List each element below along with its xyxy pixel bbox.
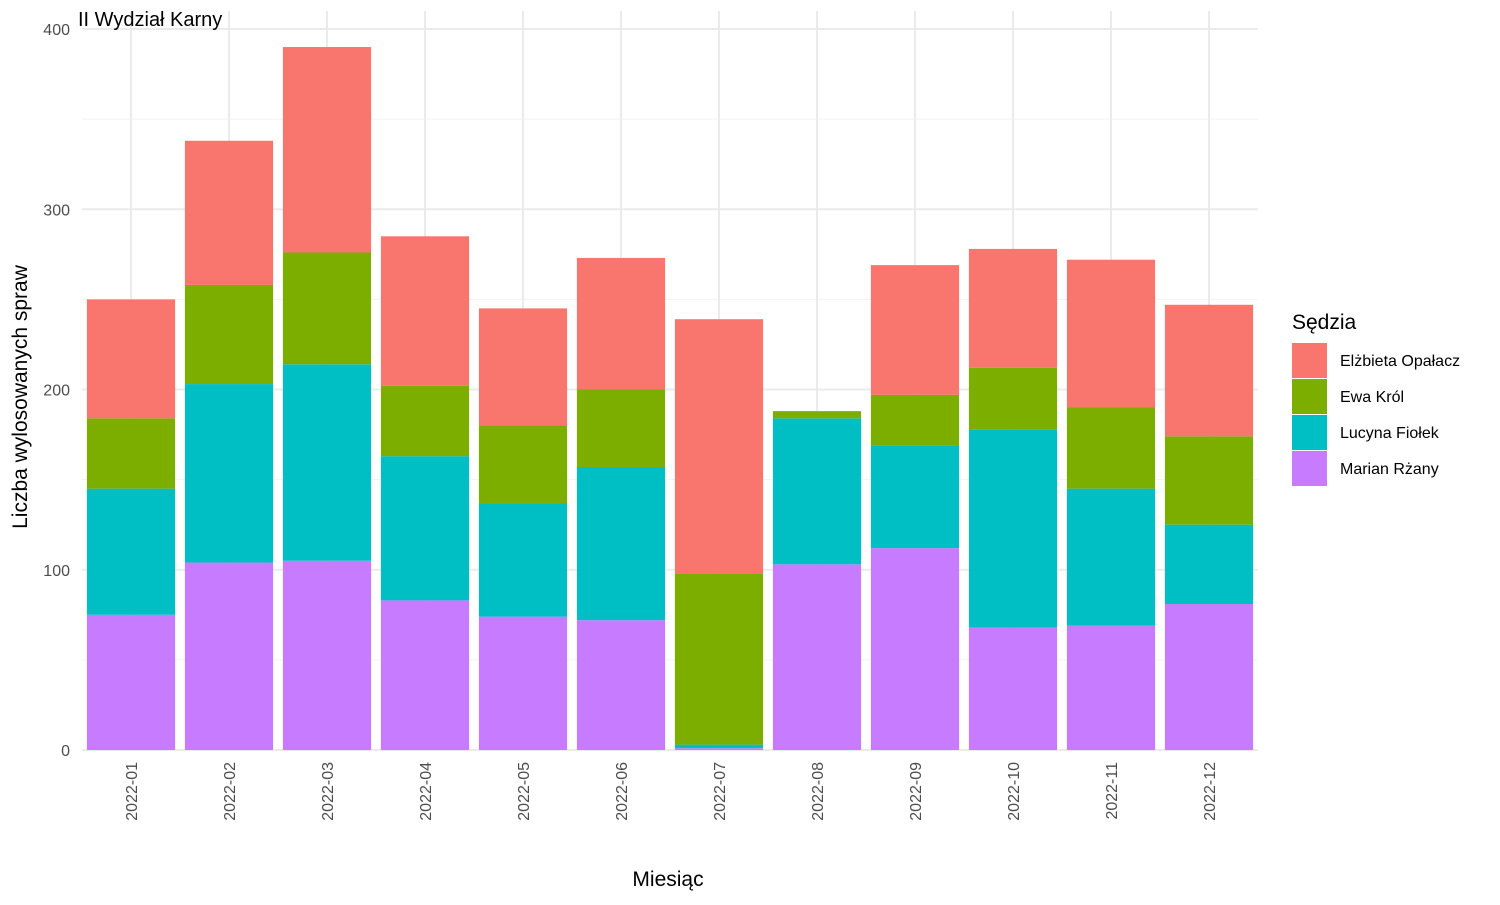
bar-segment bbox=[380, 456, 470, 601]
y-tick-label: 100 bbox=[43, 563, 70, 580]
x-tick-label: 2022-02 bbox=[222, 762, 239, 821]
x-tick-label: 2022-06 bbox=[614, 762, 631, 821]
bar-segment bbox=[86, 488, 176, 615]
bar-segment bbox=[380, 385, 470, 457]
bar-segment bbox=[1164, 524, 1254, 604]
x-tick-label: 2022-03 bbox=[320, 762, 337, 821]
bar-segment bbox=[576, 620, 666, 750]
x-tick-label: 2022-07 bbox=[712, 762, 729, 821]
bar-segment bbox=[86, 418, 176, 489]
bar-segment bbox=[968, 367, 1058, 430]
x-tick-label: 2022-11 bbox=[1104, 762, 1121, 820]
bar-segment bbox=[1066, 488, 1156, 626]
bar-segment bbox=[1066, 625, 1156, 750]
legend-label: Marian Rżany bbox=[1340, 461, 1439, 478]
y-tick-label: 300 bbox=[43, 202, 70, 219]
bar-segment bbox=[478, 616, 568, 750]
legend-swatch bbox=[1292, 451, 1327, 486]
bar-segment bbox=[576, 257, 666, 390]
x-tick-label: 2022-04 bbox=[418, 762, 435, 821]
bar-segment bbox=[1164, 304, 1254, 437]
legend-swatch bbox=[1292, 379, 1327, 414]
bar-segment bbox=[282, 364, 372, 561]
bar-segment bbox=[576, 467, 666, 621]
bar-segment bbox=[184, 562, 274, 750]
bars bbox=[86, 47, 1254, 750]
bar-segment bbox=[184, 284, 274, 385]
bar-segment bbox=[870, 548, 960, 750]
bar-segment bbox=[968, 627, 1058, 750]
bar-segment bbox=[870, 265, 960, 395]
bar-segment bbox=[282, 47, 372, 253]
legend-swatch bbox=[1292, 415, 1327, 450]
x-tick-label: 2022-08 bbox=[810, 762, 827, 821]
bar-segment bbox=[380, 600, 470, 750]
bar-segment bbox=[86, 614, 176, 750]
bar-segment bbox=[1164, 436, 1254, 525]
y-tick-label: 400 bbox=[43, 22, 70, 39]
bar-segment bbox=[478, 503, 568, 617]
bar-segment bbox=[968, 429, 1058, 628]
bar-segment bbox=[674, 748, 764, 750]
bar-segment bbox=[772, 418, 862, 565]
y-axis-ticks: 0 100 200 300 400 bbox=[43, 22, 70, 760]
y-tick-label: 200 bbox=[43, 383, 70, 400]
bar-segment bbox=[772, 564, 862, 750]
x-tick-label: 2022-09 bbox=[908, 762, 925, 821]
bar-segment bbox=[478, 425, 568, 504]
bar-segment bbox=[772, 411, 862, 419]
legend: Sędzia Elżbieta Opałacz Ewa Król Lucyna Fi… bbox=[1292, 311, 1460, 486]
bar-segment bbox=[478, 308, 568, 426]
legend-label: Ewa Król bbox=[1340, 389, 1404, 406]
bar-segment bbox=[870, 445, 960, 549]
bar-segment bbox=[674, 573, 764, 745]
x-axis-label: Miesiąc bbox=[632, 868, 703, 891]
bar-segment bbox=[184, 384, 274, 563]
bar-segment bbox=[1066, 259, 1156, 408]
y-axis-label: Liczba wylosowanych spraw bbox=[9, 264, 32, 529]
legend-swatch bbox=[1292, 343, 1327, 378]
bar-segment bbox=[1164, 603, 1254, 750]
y-tick-label: 0 bbox=[61, 743, 70, 760]
x-tick-label: 2022-12 bbox=[1202, 762, 1219, 821]
legend-label: Elżbieta Opałacz bbox=[1340, 353, 1460, 370]
bar-segment bbox=[282, 252, 372, 365]
chart-title: II Wydział Karny bbox=[78, 9, 222, 31]
x-tick-label: 2022-01 bbox=[124, 762, 141, 821]
bar-segment bbox=[1066, 407, 1156, 489]
bar-segment bbox=[184, 140, 274, 285]
bar-segment bbox=[870, 394, 960, 446]
bar-segment bbox=[968, 248, 1058, 368]
x-axis-ticks: 2022-01 2022-02 2022-03 2022-04 2022-05 2022-… bbox=[124, 762, 1219, 821]
legend-items: Elżbieta Opałacz Ewa Król Lucyna Fiołek Mar… bbox=[1292, 343, 1460, 486]
legend-label: Lucyna Fiołek bbox=[1340, 425, 1440, 442]
bar-segment bbox=[674, 319, 764, 574]
bar-segment bbox=[380, 236, 470, 386]
x-tick-label: 2022-05 bbox=[516, 762, 533, 821]
x-tick-label: 2022-10 bbox=[1006, 762, 1023, 821]
bar-segment bbox=[576, 389, 666, 468]
bar-segment bbox=[674, 744, 764, 749]
bar-segment bbox=[282, 560, 372, 750]
bar-segment bbox=[86, 299, 176, 419]
legend-title: Sędzia bbox=[1292, 311, 1357, 334]
